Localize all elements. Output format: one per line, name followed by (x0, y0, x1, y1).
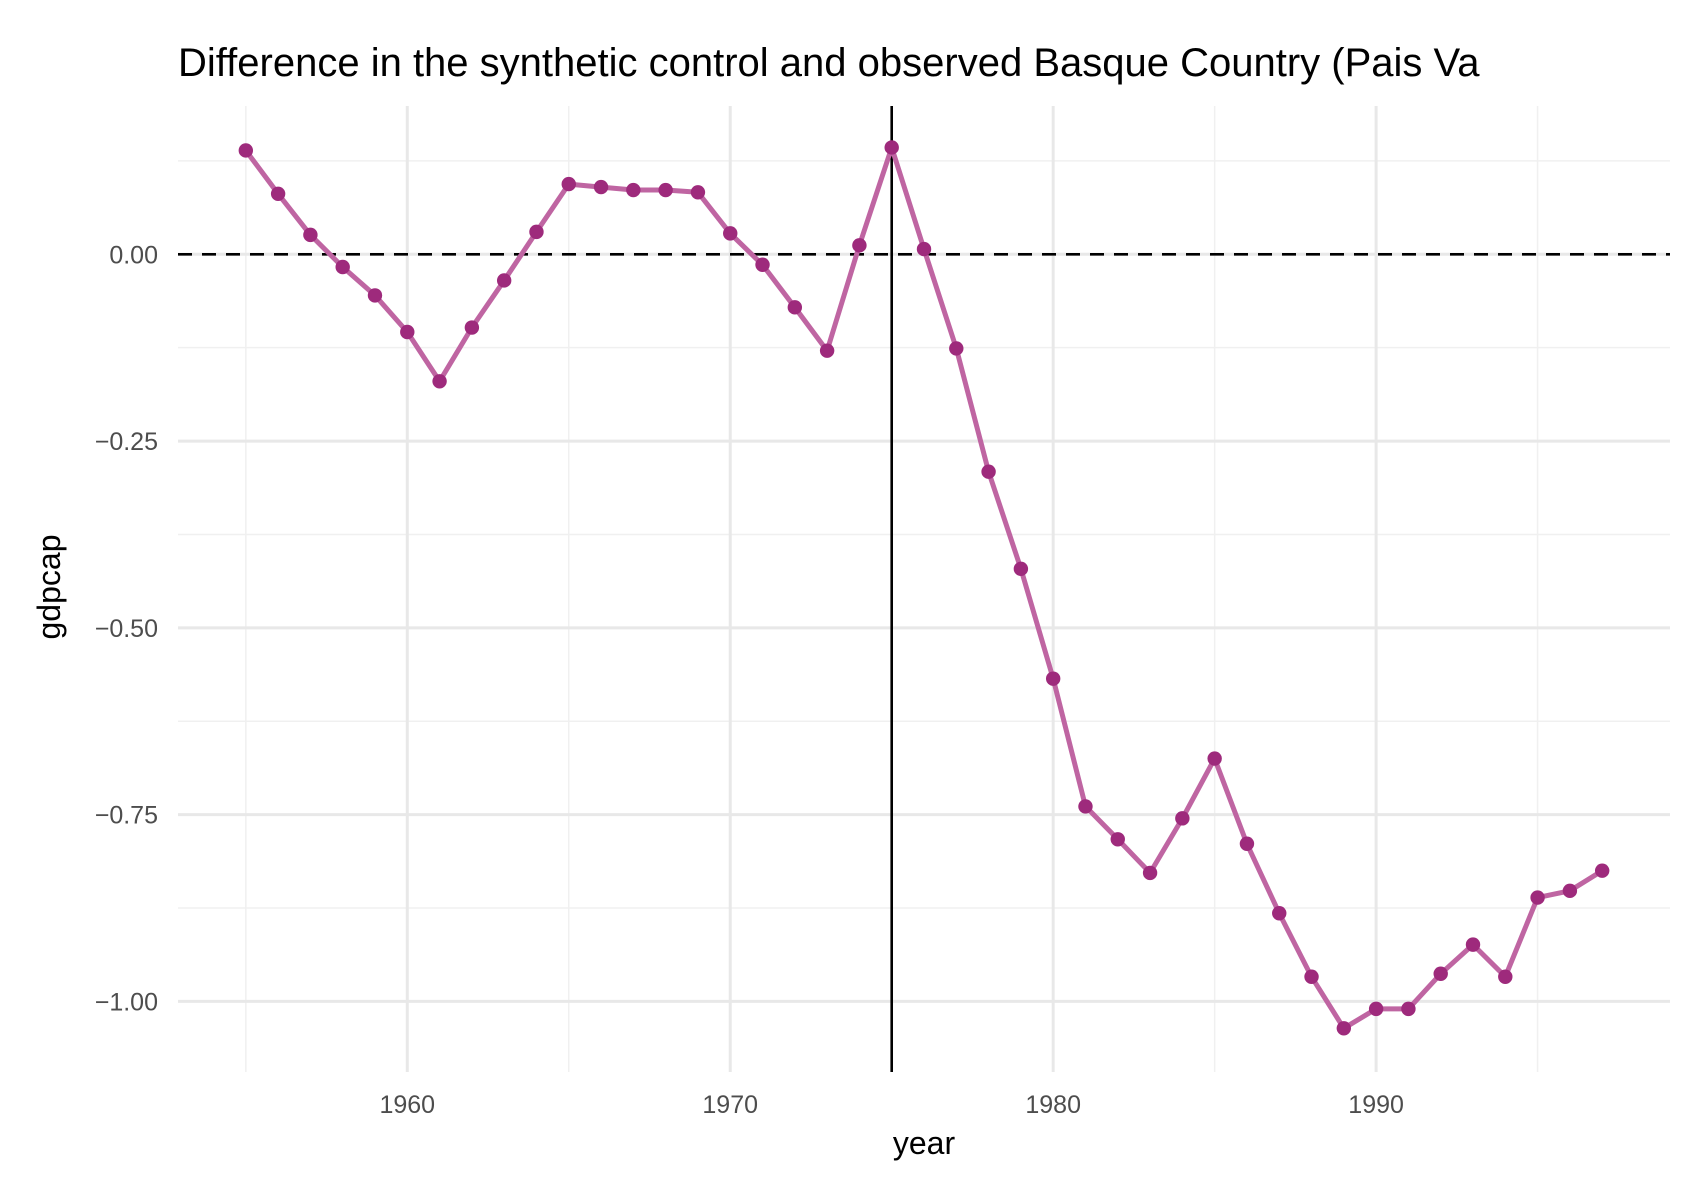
data-point (1401, 1001, 1416, 1017)
data-point (1594, 863, 1610, 878)
data-point (1142, 865, 1158, 881)
x-tick-label: 1960 (379, 1091, 435, 1119)
data-point (593, 179, 609, 195)
data-point (1530, 890, 1545, 905)
data-point (884, 140, 899, 155)
y-axis-ticks: 0.00 −0.25 −0.50 −0.75 −1.00 (95, 241, 158, 1016)
data-point (1045, 671, 1061, 686)
data-point (852, 238, 867, 253)
x-tick-label: 1970 (702, 1091, 758, 1119)
data-point (690, 185, 706, 200)
data-point (1368, 1001, 1384, 1017)
data-point (432, 374, 447, 389)
y-tick-label: −1.00 (95, 988, 158, 1016)
data-point (755, 257, 770, 272)
data-point (916, 241, 932, 257)
series-line (243, 145, 1605, 1031)
data-point (1175, 811, 1190, 826)
data-point (367, 288, 383, 303)
y-tick-label: 0.00 (109, 241, 158, 269)
data-point (1013, 561, 1029, 577)
data-point (819, 343, 835, 358)
y-axis-title: gdpcap (31, 535, 67, 640)
data-point (1433, 966, 1448, 981)
data-point (270, 186, 286, 201)
data-point (658, 182, 673, 198)
data-point (949, 341, 964, 356)
data-point (496, 273, 512, 288)
data-point (238, 143, 254, 158)
y-tick-label: −0.50 (95, 615, 158, 643)
data-point (1304, 969, 1319, 984)
chart-title: Difference in the synthetic control and … (178, 41, 1480, 85)
x-tick-label: 1990 (1348, 1091, 1404, 1119)
data-point (1078, 799, 1093, 814)
data-point (400, 324, 415, 340)
data-point (1465, 937, 1481, 952)
data-point (787, 300, 803, 315)
data-point (1110, 832, 1125, 847)
y-tick-label: −0.25 (95, 428, 158, 456)
major-gridlines (178, 106, 1670, 1072)
data-point (1336, 1021, 1352, 1036)
x-tick-label: 1980 (1025, 1091, 1081, 1119)
data-point (335, 259, 350, 275)
data-point (1207, 751, 1222, 766)
x-axis-title: year (893, 1125, 956, 1161)
data-point (529, 224, 544, 240)
data-point (1239, 836, 1255, 851)
data-point (1272, 906, 1287, 921)
y-tick-label: −0.75 (95, 802, 158, 830)
data-point (723, 226, 738, 241)
data-point (561, 176, 576, 192)
data-point (1498, 969, 1513, 984)
x-axis-ticks: 1960 1970 1980 1990 (379, 1091, 1403, 1119)
data-point (626, 182, 641, 198)
data-point (1562, 883, 1578, 899)
data-point (464, 320, 480, 335)
data-point (981, 464, 996, 479)
data-series (238, 140, 1610, 1036)
data-point (303, 227, 318, 243)
